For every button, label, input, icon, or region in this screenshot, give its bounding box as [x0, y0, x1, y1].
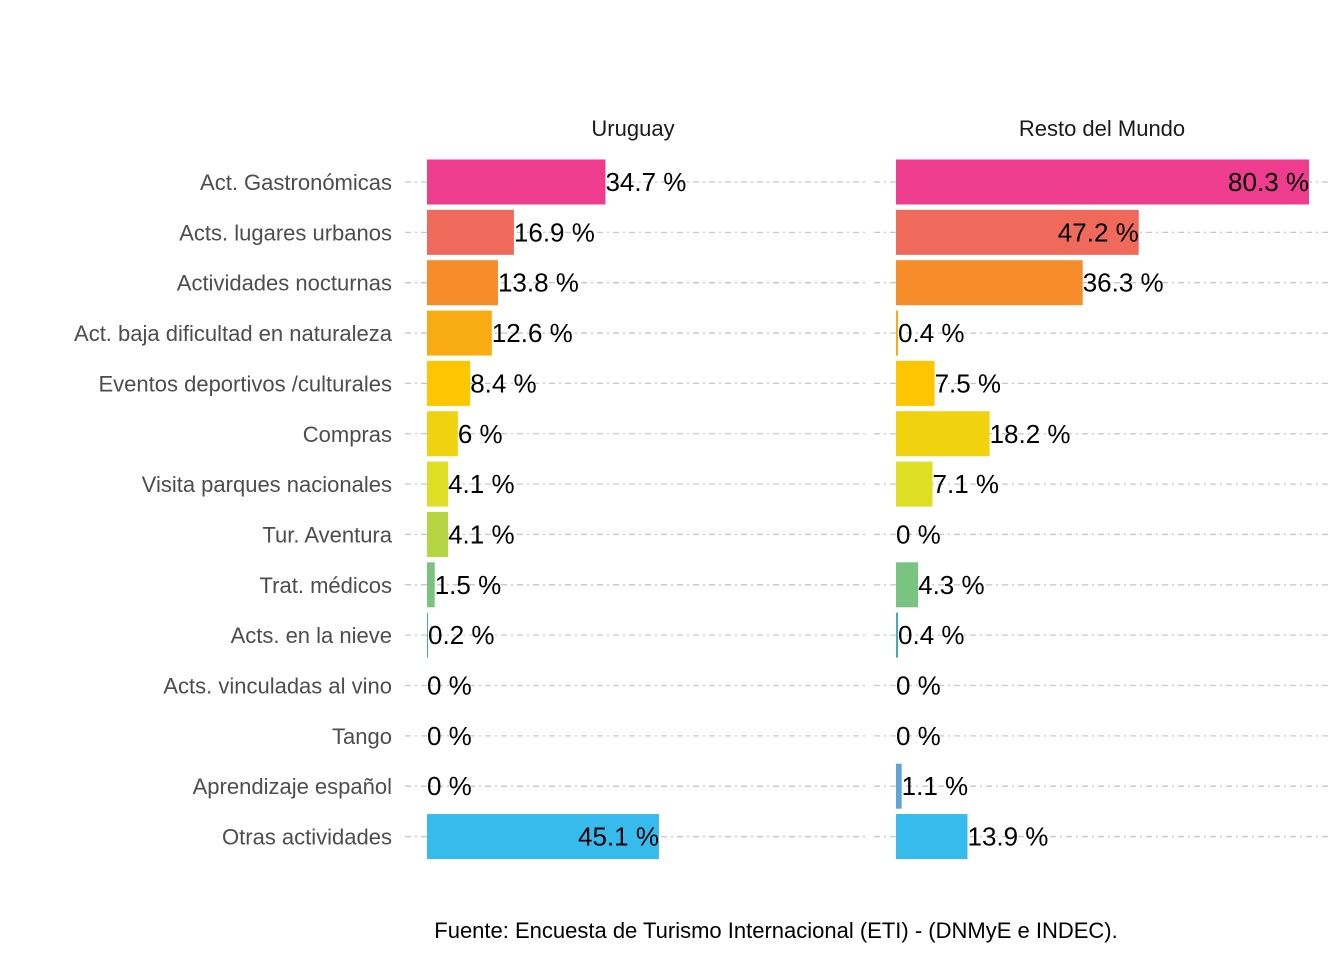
category-label: Actividades nocturnas: [177, 271, 392, 296]
bar: [896, 260, 1083, 306]
data-label: 4.1 %: [448, 469, 515, 499]
bar: [896, 814, 968, 860]
bar: [427, 260, 498, 306]
data-label: 0 %: [427, 721, 472, 751]
data-label: 7.1 %: [933, 469, 1000, 499]
category-label: Acts. vinculadas al vino: [163, 674, 392, 699]
category-label: Aprendizaje español: [193, 774, 392, 799]
bar: [427, 209, 514, 255]
bar: [896, 612, 899, 658]
category-label: Visita parques nacionales: [142, 472, 392, 497]
bar: [427, 461, 449, 507]
panel-title: Uruguay: [591, 116, 674, 141]
bar: [896, 763, 902, 809]
category-label: Tango: [332, 724, 392, 749]
data-label: 1.5 %: [435, 570, 502, 600]
caption-text: Fuente: Encuesta de Turismo Internaciona…: [434, 918, 1118, 943]
data-label: 13.9 %: [967, 822, 1048, 852]
data-label: 16.9 %: [514, 217, 595, 247]
category-label: Act. Gastronómicas: [200, 170, 392, 195]
data-label: 0.4 %: [898, 620, 965, 650]
data-label: 1.1 %: [902, 771, 969, 801]
data-label: 0.4 %: [898, 318, 965, 348]
bar: [896, 360, 935, 406]
category-label: Trat. médicos: [260, 573, 392, 598]
category-label: Acts. lugares urbanos: [179, 220, 392, 245]
bar: [427, 310, 492, 356]
category-label: Act. baja dificultad en naturaleza: [74, 321, 393, 346]
panel-title: Resto del Mundo: [1019, 116, 1185, 141]
data-label: 47.2 %: [1058, 217, 1139, 247]
bar: [896, 209, 1139, 255]
category-label: Otras actividades: [222, 825, 392, 850]
bar: [427, 562, 435, 608]
data-label: 0 %: [896, 671, 941, 701]
data-label: 6 %: [458, 419, 503, 449]
bar: [896, 562, 919, 608]
bar: [427, 612, 429, 658]
bar: [427, 411, 458, 457]
data-label: 0 %: [427, 771, 472, 801]
data-label: 4.1 %: [448, 519, 515, 549]
bar: [896, 461, 933, 507]
data-label: 0.2 %: [428, 620, 495, 650]
data-label: 80.3 %: [1228, 167, 1309, 197]
category-label: Acts. en la nieve: [231, 623, 392, 648]
bar: [896, 310, 899, 356]
category-label: Eventos deportivos /culturales: [99, 371, 393, 396]
chart-caption: Fuente: Encuesta de Turismo Internaciona…: [0, 918, 1344, 944]
data-label: 34.7 %: [605, 167, 686, 197]
data-label: 8.4 %: [470, 368, 537, 398]
bar: [896, 159, 1309, 205]
data-label: 7.5 %: [935, 368, 1002, 398]
category-label: Tur. Aventura: [262, 522, 392, 547]
category-label: Compras: [303, 422, 392, 447]
bar: [427, 360, 471, 406]
data-label: 18.2 %: [990, 419, 1071, 449]
data-label: 13.8 %: [498, 268, 579, 298]
data-label: 12.6 %: [492, 318, 573, 348]
bar: [427, 511, 449, 557]
bar: [427, 159, 606, 205]
data-label: 0 %: [896, 519, 941, 549]
data-label: 4.3 %: [918, 570, 985, 600]
bar: [427, 814, 659, 860]
data-label: 36.3 %: [1083, 268, 1164, 298]
data-label: 0 %: [427, 671, 472, 701]
data-label: 45.1 %: [578, 822, 659, 852]
bar: [896, 411, 990, 457]
data-label: 0 %: [896, 721, 941, 751]
